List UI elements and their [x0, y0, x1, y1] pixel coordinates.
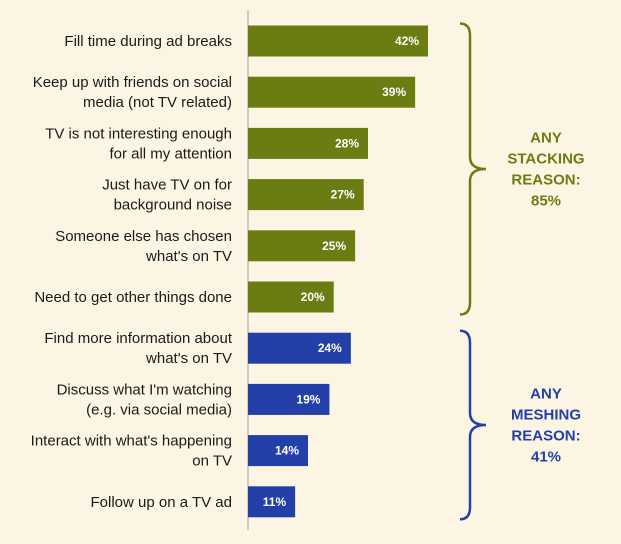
data-label: 42% [395, 34, 419, 48]
data-label: 19% [296, 392, 320, 406]
data-label: 27% [331, 188, 355, 202]
category-label: Follow up on a TV ad [91, 494, 232, 511]
data-label: 20% [301, 290, 325, 304]
category-labels: Fill time during ad breaks Keep up with f… [31, 33, 233, 511]
category-label: Find more information about what's on TV [44, 330, 232, 367]
category-label: Fill time during ad breaks [64, 33, 232, 50]
group-brackets: ANY STACKING REASON: 85% ANY MESHING REASON: 41… [459, 22, 585, 521]
category-label: Someone else has chosen what's on TV [55, 228, 232, 265]
category-label: TV is not interesting enough for all my a… [45, 125, 232, 162]
bar [248, 127, 368, 159]
bars: 42% 39% 28% 27% 25% 20% 24% 19% 14% 11% [248, 25, 428, 518]
category-label: Just have TV on for background noise [102, 177, 232, 214]
data-label: 39% [382, 85, 406, 99]
bar [248, 281, 334, 313]
group-bracket [459, 329, 487, 521]
group-label: ANY STACKING REASON: 85% [507, 130, 584, 210]
data-label: 24% [318, 341, 342, 355]
bar [248, 486, 296, 518]
bar [248, 435, 308, 467]
data-label: 28% [335, 136, 359, 150]
group-label: ANY MESHING REASON: 41% [511, 386, 581, 466]
group-bracket [459, 22, 487, 316]
data-label: 14% [275, 444, 299, 458]
bar [248, 179, 364, 211]
category-label: Interact with what's happening on TV [31, 433, 232, 470]
bar [248, 332, 351, 364]
category-label: Keep up with friends on social media (not… [33, 74, 232, 111]
bar [248, 76, 416, 108]
data-label: 25% [322, 239, 346, 253]
bar [248, 230, 356, 262]
data-label: 11% [263, 495, 287, 509]
category-label: Need to get other things done [34, 289, 232, 306]
bar [248, 383, 330, 415]
category-label: Discuss what I'm watching (e.g. via socia… [57, 381, 232, 418]
bar [248, 25, 428, 57]
